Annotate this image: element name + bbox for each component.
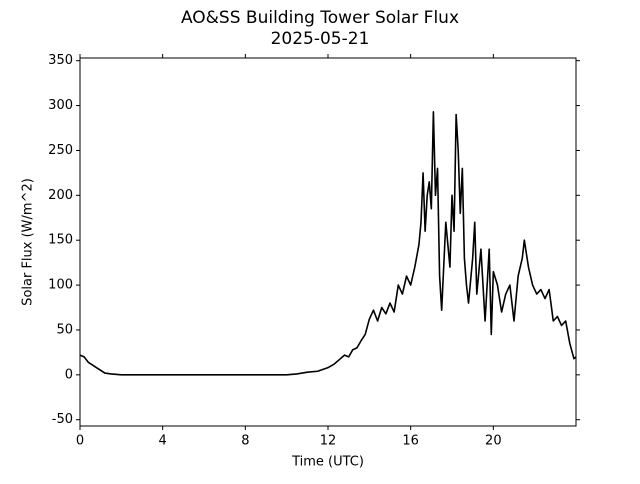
chart-subtitle: 2025-05-21 <box>271 29 370 49</box>
y-tick-label: 200 <box>48 188 73 203</box>
data-line <box>79 111 577 376</box>
y-axis-label: Solar Flux (W/m^2) <box>21 178 36 306</box>
chart-title: AO&SS Building Tower Solar Flux <box>181 8 459 28</box>
y-tick-label: 300 <box>48 98 73 113</box>
x-axis-label: Time (UTC) <box>291 455 364 470</box>
x-tick-label: 20 <box>485 434 502 449</box>
x-tick-label: 8 <box>241 434 249 449</box>
y-tick-label: 100 <box>48 278 73 293</box>
x-tick-label: 12 <box>320 434 337 449</box>
y-tick-label: -50 <box>52 412 73 427</box>
x-tick-label: 0 <box>76 434 84 449</box>
y-tick-label: 150 <box>48 233 73 248</box>
y-tick-label: 350 <box>48 53 73 68</box>
y-tick-label: 0 <box>65 367 73 382</box>
x-tick-label: 4 <box>159 434 167 449</box>
x-tick-label: 16 <box>402 434 419 449</box>
y-tick-label: 50 <box>56 322 73 337</box>
y-tick-label: 250 <box>48 143 73 158</box>
